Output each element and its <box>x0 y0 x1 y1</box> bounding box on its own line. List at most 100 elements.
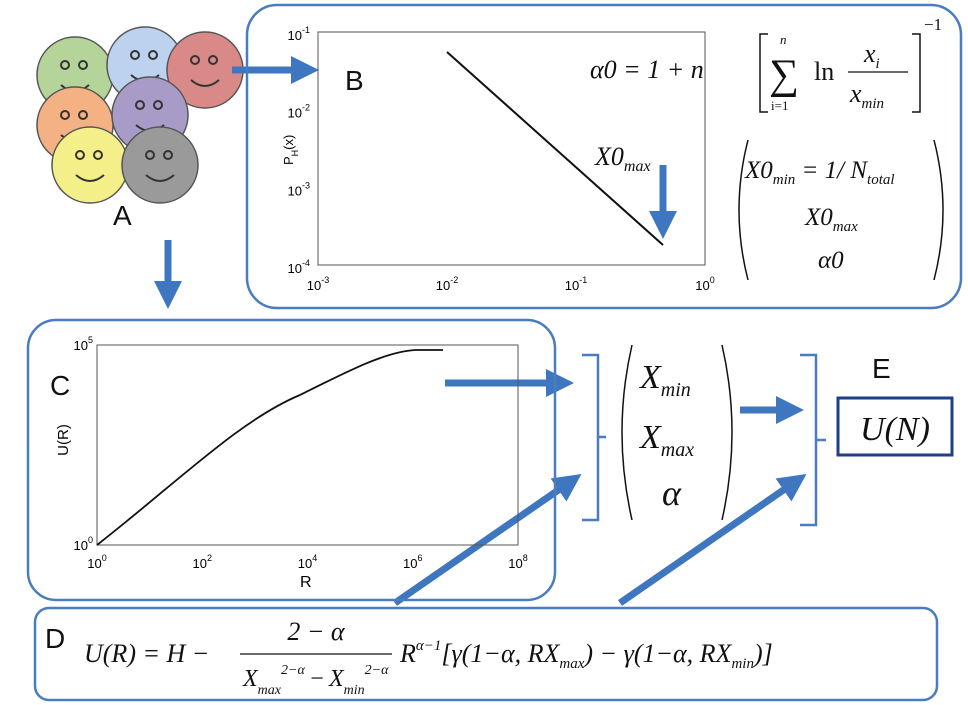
tick-label: 10-3 <box>307 275 329 293</box>
tick-base: 10 <box>288 28 302 43</box>
annotation: X0max <box>594 142 651 175</box>
tick-label: 100 <box>87 553 106 571</box>
paren <box>934 140 943 280</box>
vector-entry: X0min = 1/ Ntotal <box>744 157 895 188</box>
formula-lhs: α0 = 1 + n <box>590 55 704 84</box>
tick-label: 10-1 <box>565 275 587 293</box>
tick-exp: -3 <box>302 180 310 190</box>
tick-exp: 2 <box>207 553 212 563</box>
tick-exp: -2 <box>302 103 310 113</box>
tick-label: 102 <box>193 553 212 571</box>
entry-sub: max <box>661 439 694 461</box>
tick-base: 10 <box>307 278 321 293</box>
r-sup: α−1 <box>416 638 442 654</box>
x-axis-label: R <box>300 574 312 591</box>
panel-c <box>28 320 555 600</box>
bracket <box>800 355 826 525</box>
diagram: A B PH(x) 10-310-210-1100 10-110-210-310… <box>0 0 968 705</box>
tick-exp: -1 <box>579 275 587 285</box>
sum-upper: n <box>780 32 787 47</box>
bracket <box>582 355 606 520</box>
tick-exp: -4 <box>302 258 310 268</box>
faces <box>37 27 243 203</box>
fraction-numerator: 2 − α <box>287 617 346 646</box>
label-main: P <box>281 156 296 165</box>
curve <box>97 350 443 545</box>
tick-label: 100 <box>74 535 93 553</box>
tick-base: 10 <box>193 556 207 571</box>
tick-base: 10 <box>74 338 88 353</box>
arrow <box>395 482 570 603</box>
annotation-main: X0 <box>594 142 624 171</box>
entry-sub: max <box>833 219 858 235</box>
denominator: xmin <box>849 79 884 112</box>
formula-rhs: Rα−1[γ(1−α, RXmax) − γ(1−α, RXmin)] <box>399 638 773 672</box>
den-sup: 2−α <box>365 663 389 678</box>
paren <box>722 345 732 520</box>
paren <box>622 345 632 520</box>
tick-base: 10 <box>508 556 522 571</box>
tick-label: 104 <box>298 553 317 571</box>
plot-frame <box>97 345 518 545</box>
face <box>52 127 128 203</box>
tick-label: 10-4 <box>288 258 310 276</box>
entry-rest-sub: total <box>867 172 895 188</box>
label-a: A <box>113 200 132 231</box>
arrow <box>620 482 795 603</box>
entry-main: X0 <box>804 204 833 231</box>
label-rest: (x) <box>281 135 296 150</box>
den-x: X <box>242 666 259 692</box>
tick-base: 10 <box>298 556 312 571</box>
tick-label: 106 <box>403 553 422 571</box>
entry-main: X <box>638 359 662 396</box>
sum-lower: i=1 <box>771 98 788 113</box>
tick-base: 10 <box>288 106 302 121</box>
tick-exp: 0 <box>710 275 715 285</box>
tick-label: 10-1 <box>288 25 310 43</box>
entry-sub: min <box>773 172 796 188</box>
vector-entry: Xmax <box>638 419 694 461</box>
face <box>122 127 198 203</box>
ln: ln <box>814 57 834 86</box>
fraction-denominator: Xmax2−α−Xmin2−α <box>242 663 389 698</box>
tick-label: 105 <box>74 335 93 353</box>
entry-main: X <box>638 419 662 456</box>
sum-sign: ∑ <box>769 52 799 98</box>
label-b: B <box>345 65 364 96</box>
tick-label: 10-3 <box>288 180 310 198</box>
den-sup: 2−α <box>281 663 305 678</box>
label-d: D <box>45 623 65 654</box>
den-sub: min <box>344 683 365 698</box>
power: −1 <box>924 15 942 34</box>
term-sub: max <box>559 656 584 672</box>
tick-base: 10 <box>87 556 101 571</box>
tick-base: 10 <box>403 556 417 571</box>
vector-entry: α0 <box>818 247 844 274</box>
tick-exp: -1 <box>302 25 310 35</box>
entry-main: X0 <box>744 157 773 184</box>
label-c: C <box>50 370 70 401</box>
num-sub: i <box>876 56 880 72</box>
numerator: xi <box>863 39 880 72</box>
bracket <box>912 34 920 112</box>
r: R <box>399 639 416 668</box>
vector-entry: Xmin <box>638 359 691 401</box>
y-axis-label: PH(x) <box>281 135 300 165</box>
tick-label: 10-2 <box>288 103 310 121</box>
entry-rest: = 1/ N <box>795 157 868 184</box>
tick-base: 10 <box>695 278 709 293</box>
vector-entry: X0max <box>804 204 858 235</box>
tick-label: 100 <box>695 275 714 293</box>
tick-base: 10 <box>436 278 450 293</box>
tick-exp: 5 <box>88 335 93 345</box>
y-ticks: 105 100 <box>74 335 93 553</box>
page: A B PH(x) 10-310-210-1100 10-110-210-310… <box>0 0 968 705</box>
tick-exp: -2 <box>450 275 458 285</box>
den-sub: min <box>862 96 885 112</box>
tick-base: 10 <box>565 278 579 293</box>
den-main: x <box>849 79 862 108</box>
tick-label: 108 <box>508 553 527 571</box>
formula-lhs: U(R) = H − <box>84 639 209 668</box>
x-ticks: 10-310-210-1100 <box>307 275 715 293</box>
tick-exp: 8 <box>523 553 528 563</box>
